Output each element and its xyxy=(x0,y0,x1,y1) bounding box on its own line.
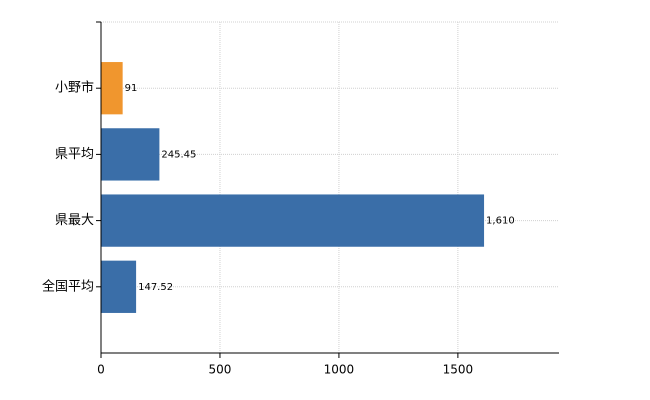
bar xyxy=(101,194,485,247)
y-tick-label: 全国平均 xyxy=(42,278,94,294)
value-label: 1,610 xyxy=(486,216,515,227)
y-tick-label: 小野市 xyxy=(55,80,94,96)
y-tick-label: 県最大 xyxy=(55,213,94,228)
bar xyxy=(101,260,137,313)
x-tick-label: 1500 xyxy=(443,363,474,377)
bar xyxy=(101,62,123,115)
x-tick-label: 1000 xyxy=(324,363,355,377)
value-label: 147.52 xyxy=(138,282,173,293)
x-tick-label: 0 xyxy=(97,363,105,377)
value-label: 245.45 xyxy=(161,149,196,160)
value-label: 91 xyxy=(125,83,138,94)
y-tick-label: 県平均 xyxy=(55,147,94,162)
bar xyxy=(101,128,160,181)
x-tick-label: 500 xyxy=(209,363,232,377)
